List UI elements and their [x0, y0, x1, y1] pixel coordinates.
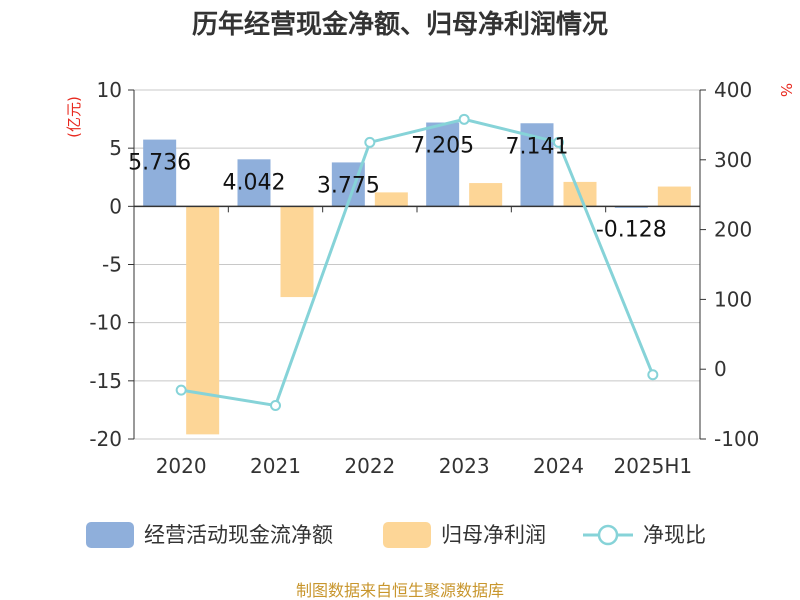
right-tick-label: 100: [714, 287, 752, 311]
bar-net-profit: [469, 183, 503, 207]
bars: [143, 122, 691, 435]
bar-net-profit: [186, 206, 220, 435]
ratio-point: [175, 384, 187, 396]
source-note: 制图数据来自恒生聚源数据库: [296, 581, 504, 600]
right-tick-label: 200: [714, 218, 752, 242]
left-axis-unit: (亿元): [65, 96, 83, 138]
x-tick-label: 2025H1: [613, 454, 692, 478]
left-tick-label: 0: [109, 194, 122, 218]
x-tick-label: 2022: [344, 454, 395, 478]
ratio-point: [553, 136, 564, 148]
bar-net-profit: [280, 206, 314, 298]
left-tick-label: -20: [89, 427, 122, 451]
ratio-line-path: [180, 117, 655, 408]
bar-net-profit: [374, 192, 408, 207]
left-tick-label: -15: [89, 369, 122, 393]
ratio-point: [458, 113, 470, 125]
x-tick-label: 2021: [250, 454, 301, 478]
tick-labels: 10 5 0 -5 -10 -15 -20 400 300 200 100 0 -100 2020 2021…: [89, 78, 759, 478]
data-label-cash-flow: 3.775: [317, 173, 380, 198]
x-tick-label: 2020: [156, 454, 207, 478]
data-label-cash-flow: 7.141: [506, 134, 569, 159]
data-label-cash-flow: 4.042: [223, 170, 286, 195]
ratio-point: [364, 136, 376, 148]
ratio-point: [270, 399, 281, 411]
right-axis-unit: %: [777, 83, 795, 97]
legend-label-cash-flow: 经营活动现金流净额: [144, 523, 333, 547]
bar-cash-flow: [237, 159, 271, 207]
ratio-line: [175, 113, 659, 411]
right-tick-label: 300: [714, 148, 752, 172]
chart-title: 历年经营现金净额、归母净利润情况: [192, 9, 608, 40]
x-tick-label: 2024: [533, 454, 584, 478]
legend-swatch-net-profit: [383, 522, 431, 548]
legend-marker-ratio: [597, 524, 619, 546]
ratio-point: [647, 369, 659, 381]
legend: 经营活动现金流净额 归母净利润 净现比: [86, 522, 706, 548]
bar-cash-flow: [143, 139, 177, 207]
axes: [128, 89, 706, 440]
legend-label-ratio: 净现比: [643, 523, 706, 547]
left-tick-label: 5: [109, 136, 122, 160]
x-tick-label: 2023: [439, 454, 490, 478]
bar-cash-flow: [426, 122, 460, 207]
left-tick-label: 10: [97, 78, 122, 102]
left-tick-label: -5: [102, 253, 122, 277]
right-tick-label: 400: [714, 78, 752, 102]
left-tick-label: -10: [89, 311, 122, 335]
data-label-cash-flow: 7.205: [411, 134, 474, 159]
data-labels: 5.736 4.042 3.775 7.205 7.141 -0.128: [128, 134, 667, 243]
right-tick-label: -100: [714, 427, 759, 451]
bar-net-profit: [657, 186, 691, 207]
data-label-cash-flow: 5.736: [128, 151, 191, 176]
legend-label-net-profit: 归母净利润: [441, 523, 546, 547]
legend-swatch-cash-flow: [86, 522, 134, 548]
data-label-cash-flow: -0.128: [596, 217, 667, 242]
right-tick-label: 0: [714, 357, 727, 381]
